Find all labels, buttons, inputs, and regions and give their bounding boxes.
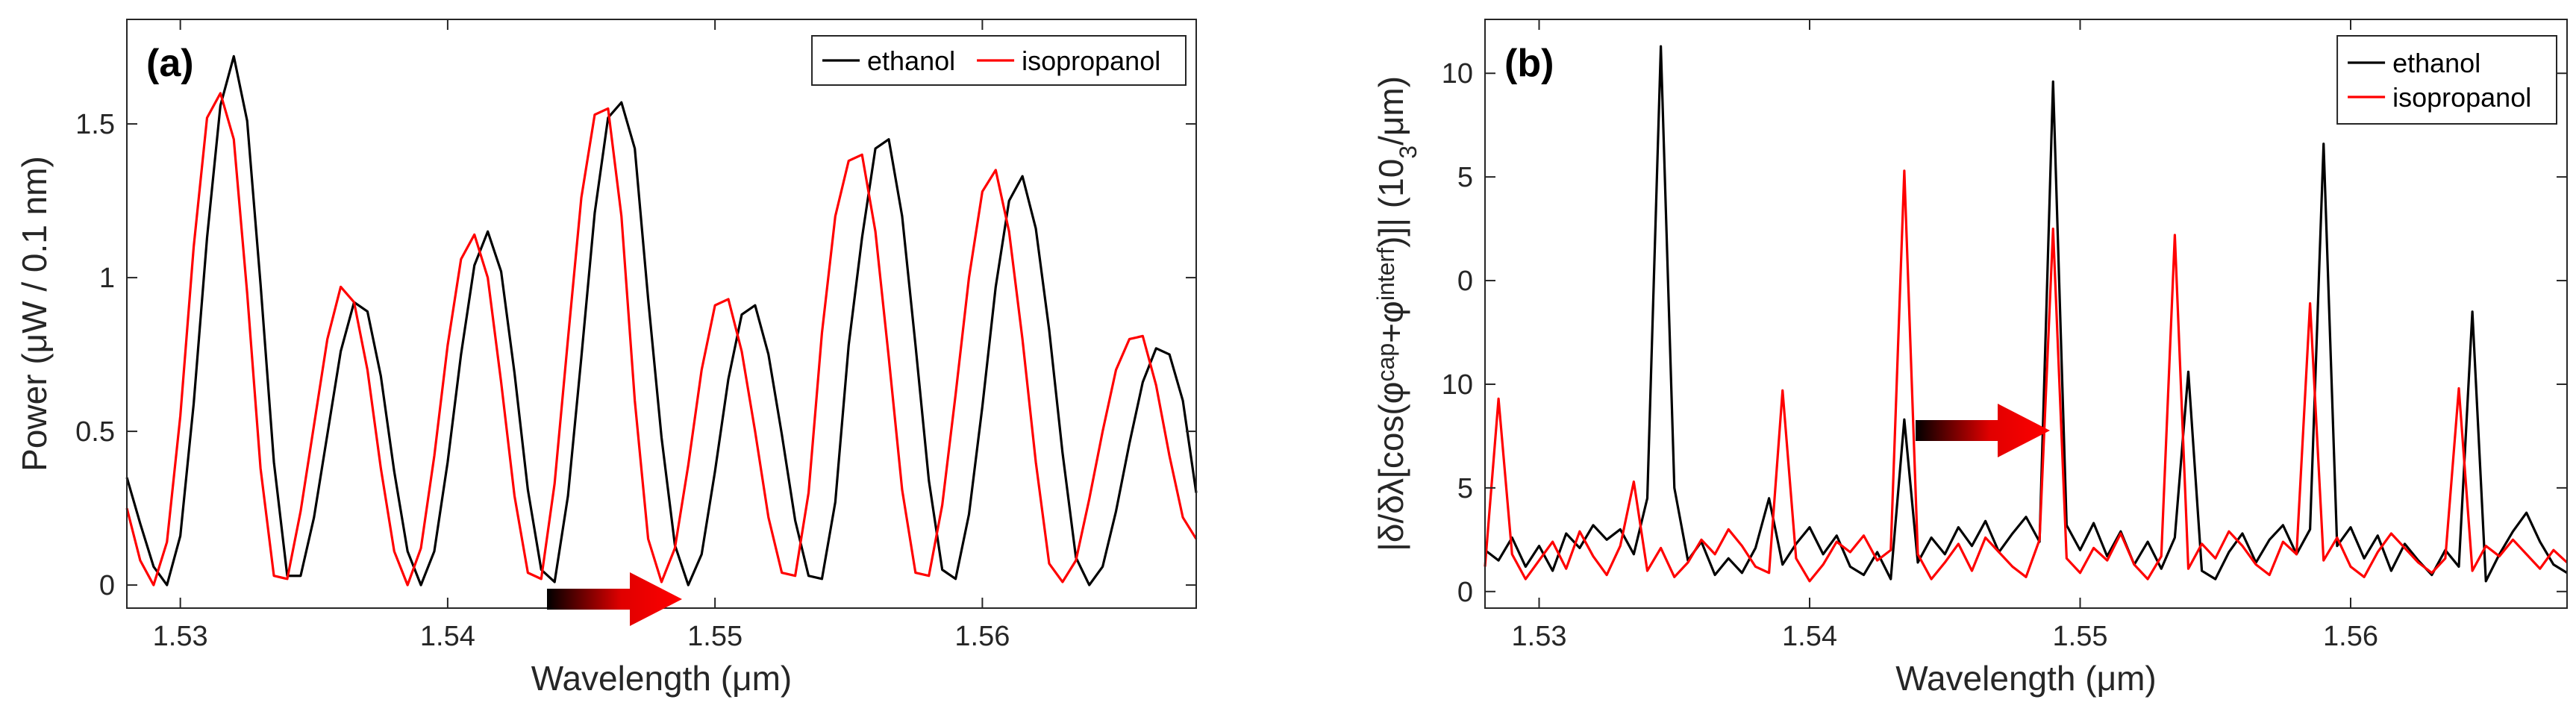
y-tick-label: 10 — [1442, 58, 1473, 90]
y-tick-label: 0.5 — [75, 416, 115, 448]
y-tick-label: 0 — [1457, 266, 1473, 297]
x-tick-label: 1.53 — [153, 621, 208, 652]
y-axis-label-part: |δ/δλ[cos(φ — [1372, 381, 1410, 551]
panel-label: (b) — [1504, 42, 1554, 85]
y-axis-label-part: 3 — [1395, 145, 1422, 159]
x-tick-label: 1.56 — [954, 621, 1010, 652]
y-axis-label-part: /μm) — [1372, 76, 1410, 145]
legend-label: ethanol — [2392, 48, 2480, 78]
y-axis-label-part: +φ — [1372, 301, 1410, 343]
y-axis-label: |δ/δλ[cos(φcap+φinterf)]| (103/μm) — [1372, 76, 1422, 551]
legend-label: isopropanol — [2392, 82, 2531, 113]
x-tick-label: 1.53 — [1512, 621, 1567, 652]
y-tick-label: 0 — [99, 570, 115, 601]
y-axis-label-part: cap — [1372, 343, 1399, 382]
shift-arrow — [547, 572, 682, 626]
x-axis-label: Wavelength (μm) — [1895, 659, 2156, 698]
legend-box — [2336, 35, 2558, 125]
data-line — [125, 92, 1198, 586]
panel-label: (a) — [146, 42, 194, 85]
x-axis-label: Wavelength (μm) — [531, 659, 792, 698]
data-line — [1484, 169, 2569, 583]
x-tick-label: 1.54 — [1782, 621, 1837, 652]
x-tick-label: 1.56 — [2323, 621, 2378, 652]
x-tick-label: 1.55 — [687, 621, 743, 652]
shift-arrow — [1916, 404, 2050, 457]
legend-label: isopropanol — [1022, 46, 1160, 76]
y-axis-label: Power (μW / 0.1 nm) — [15, 156, 54, 472]
y-axis-label-part: interf — [1372, 248, 1399, 301]
x-tick-label: 1.54 — [420, 621, 475, 652]
x-tick-label: 1.55 — [2053, 621, 2108, 652]
y-tick-label: 1.5 — [75, 109, 115, 140]
legend-label: ethanol — [867, 46, 955, 76]
y-tick-label: 5 — [1457, 162, 1473, 193]
y-tick-label: 5 — [1457, 473, 1473, 504]
plot-frame — [1484, 19, 2568, 609]
data-line — [1484, 45, 2568, 583]
y-tick-label: 10 — [1442, 369, 1473, 401]
y-axis-label-part: )]| (10 — [1372, 159, 1410, 248]
data-line — [125, 54, 1198, 586]
y-tick-label: 1 — [99, 263, 115, 294]
y-tick-label: 0 — [1457, 577, 1473, 608]
